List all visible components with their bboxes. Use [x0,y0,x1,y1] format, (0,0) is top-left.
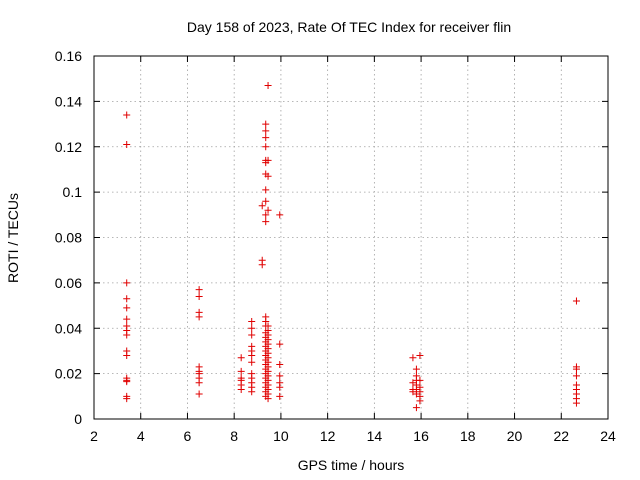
data-point [248,324,256,332]
data-point [123,111,131,119]
x-tick-label: 12 [320,428,336,444]
x-tick-label: 18 [460,428,476,444]
chart-title: Day 158 of 2023, Rate Of TEC Index for r… [187,19,511,35]
data-point [237,386,245,394]
data-point [409,379,417,387]
plot-frame [93,55,609,420]
data-point [195,292,203,300]
data-point [123,295,131,303]
data-point [412,390,420,398]
data-point [123,395,131,403]
y-tick-label: 0.06 [55,275,82,291]
y-tick-label: 0.14 [55,93,82,109]
x-tick-label: 10 [273,428,289,444]
data-point [572,399,580,407]
x-tick-label: 22 [553,428,569,444]
data-point [123,331,131,339]
data-point [258,261,266,269]
data-point [262,134,270,142]
y-tick-label: 0.1 [63,184,83,200]
data-point [262,186,270,194]
data-point [195,313,203,321]
data-point [416,397,424,405]
data-point [412,404,420,412]
data-point [123,140,131,148]
data-point [409,388,417,396]
data-point [572,372,580,380]
y-tick-label: 0.08 [55,230,82,246]
data-point [195,379,203,387]
x-tick-label: 14 [367,428,383,444]
x-tick-label: 16 [413,428,429,444]
data-points [123,81,580,412]
data-point [416,376,424,384]
x-tick-label: 8 [230,428,238,444]
data-point [248,317,256,325]
x-tick-label: 2 [90,428,98,444]
y-tick-label: 0.04 [55,320,82,336]
data-point [195,390,203,398]
data-point [258,202,266,210]
y-tick-label: 0.02 [55,366,82,382]
data-point [262,211,270,219]
data-point [416,351,424,359]
x-tick-label: 24 [600,428,616,444]
data-point [262,197,270,205]
data-point [264,156,272,164]
y-axis-title: ROTI / TECUs [5,193,21,283]
data-point [276,211,284,219]
data-point [409,354,417,362]
data-point [248,331,256,339]
data-point [123,315,131,323]
data-point [123,378,131,386]
grid-lines [94,56,608,419]
y-tick-label: 0.12 [55,139,82,155]
data-point [248,351,256,359]
x-tick-label: 4 [137,428,145,444]
x-tick-label: 20 [507,428,523,444]
x-tick-label: 6 [184,428,192,444]
y-tick-label: 0 [74,411,82,427]
data-point [264,172,272,180]
data-point [264,206,272,214]
data-point [572,365,580,373]
data-point [276,340,284,348]
x-tick-labels: 2 4 6 8 10 12 14 16 18 20 22 24 [90,428,616,444]
data-point [195,286,203,294]
data-point [262,218,270,226]
data-point [276,392,284,400]
data-point [262,127,270,135]
y-tick-label: 0.16 [55,48,82,64]
data-point [264,81,272,89]
data-point [276,383,284,391]
data-point [248,388,256,396]
data-point [412,365,420,373]
x-axis-title: GPS time / hours [298,457,405,473]
data-point [123,279,131,287]
data-point [262,120,270,128]
data-point [262,143,270,151]
data-point [123,351,131,359]
data-point [237,354,245,362]
data-point [123,304,131,312]
data-point [572,297,580,305]
data-point [276,372,284,380]
y-tick-labels: 0 0.02 0.04 0.06 0.08 0.1 0.12 0.14 0.16 [55,48,82,427]
data-point [237,367,245,375]
data-point [248,358,256,366]
data-point [264,395,272,403]
data-point [276,361,284,369]
